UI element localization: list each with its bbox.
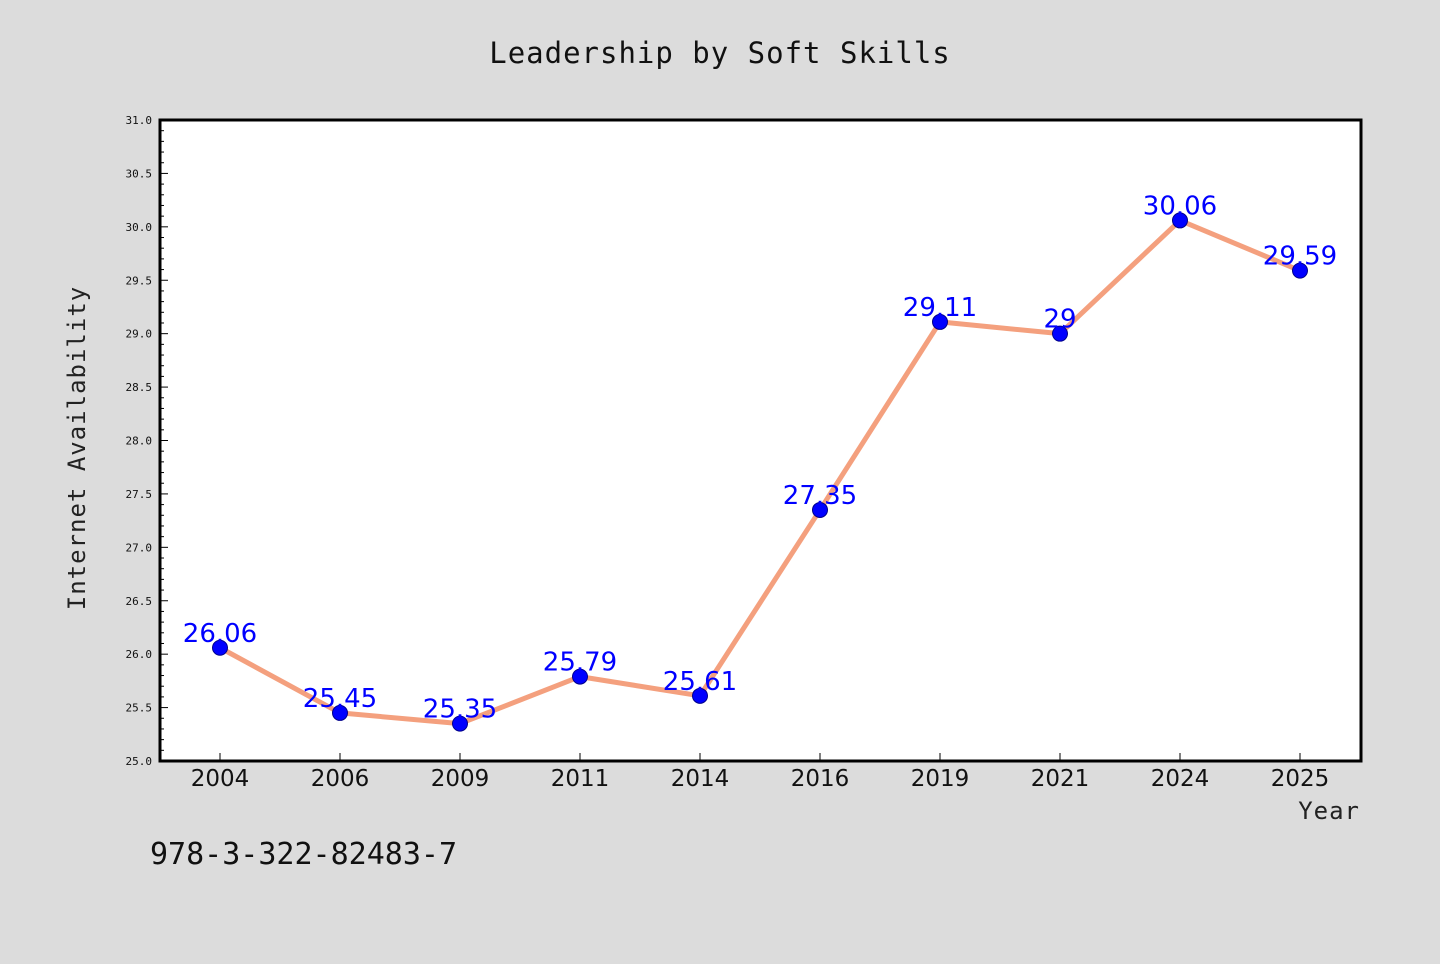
data-label: 30.06 — [1143, 191, 1217, 221]
data-point-marker — [572, 668, 588, 685]
data-point-marker — [692, 687, 708, 704]
data-label: 25.35 — [423, 695, 497, 725]
data-label: 26.06 — [183, 619, 257, 649]
data-point-marker — [332, 704, 348, 721]
data-label: 29 — [1043, 305, 1076, 335]
y-tick-label: 29.0 — [126, 328, 153, 341]
plot-area — [160, 120, 1361, 761]
y-axis-label: Internet Availability — [63, 286, 91, 610]
y-tick-label: 30.0 — [126, 221, 153, 234]
x-axis-label: Year — [1298, 797, 1360, 825]
y-axis: 25.0 25.5 26.0 26.5 27.0 27.5 28.0 28.5 29.0 29.5… — [126, 114, 168, 768]
y-tick-label: 27.0 — [126, 541, 153, 554]
data-point-marker — [812, 501, 828, 518]
y-tick-label: 30.5 — [126, 167, 153, 180]
x-tick-label: 2006 — [311, 766, 370, 792]
data-label-group: 26.06 25.45 25.35 25.79 25.61 27.35 29.11 29 30.… — [183, 191, 1337, 724]
y-tick-label: 27.5 — [126, 488, 153, 501]
x-tick-label: 2009 — [431, 766, 490, 792]
data-point-marker — [932, 313, 948, 330]
series-marker-group — [212, 212, 1308, 732]
y-tick-label: 25.5 — [126, 702, 153, 715]
x-tick-label: 2019 — [911, 766, 970, 792]
x-tick-label: 2016 — [791, 766, 850, 792]
y-tick-label: 28.5 — [126, 381, 153, 394]
x-tick-label: 2011 — [551, 766, 610, 792]
x-tick-label: 2021 — [1031, 766, 1090, 792]
data-label: 25.45 — [303, 684, 377, 714]
x-tick-label: 2025 — [1271, 766, 1330, 792]
data-point-marker — [452, 715, 468, 732]
data-point-marker — [212, 639, 228, 656]
data-point-marker — [1172, 212, 1188, 229]
data-label: 27.35 — [783, 481, 857, 511]
y-tick-label: 26.5 — [126, 595, 153, 608]
data-label: 29.59 — [1263, 242, 1337, 272]
y-tick-label: 28.0 — [126, 435, 153, 448]
y-tick-label: 26.0 — [126, 648, 153, 661]
series-line-group — [218, 217, 1301, 727]
x-tick-label: 2024 — [1151, 766, 1210, 792]
y-tick-label: 31.0 — [126, 114, 153, 127]
data-label: 25.61 — [663, 667, 737, 697]
data-label: 29.11 — [903, 293, 977, 323]
y-tick-label: 29.5 — [126, 274, 153, 287]
data-label: 25.79 — [543, 648, 617, 678]
data-point-marker — [1052, 325, 1068, 342]
chart-title: Leadership by Soft Skills — [489, 36, 951, 70]
series-line — [218, 217, 1301, 727]
x-axis: 2004 2006 2009 2011 2014 2016 2019 2021 2024 2025 — [191, 753, 1330, 792]
x-tick-label: 2014 — [671, 766, 730, 792]
plot-frame — [158, 118, 1363, 763]
isbn-text: 978-3-322-82483-7 — [150, 837, 457, 872]
x-tick-label: 2004 — [191, 766, 250, 792]
data-point-marker — [1292, 262, 1308, 279]
y-tick-label: 25.0 — [126, 755, 153, 768]
